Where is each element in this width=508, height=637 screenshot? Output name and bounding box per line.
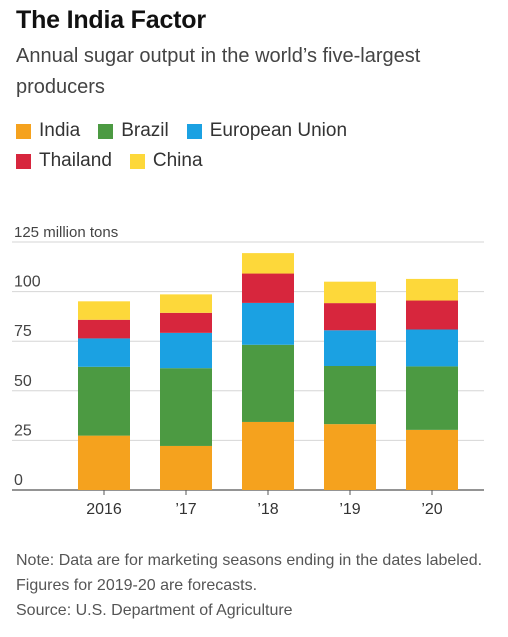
legend-label-brazil: Brazil — [121, 120, 169, 141]
legend-swatch-india — [16, 123, 31, 139]
bar-segment-china — [242, 253, 294, 274]
bar-segment-european-union — [160, 332, 212, 369]
legend-row-2: Thailand China — [16, 146, 496, 176]
y-tick-label: 125 million tons — [14, 224, 118, 241]
bar-segment-india — [78, 435, 130, 490]
bar-segment-brazil — [406, 366, 458, 430]
legend-label-india: India — [39, 120, 81, 141]
legend-item-china: China — [129, 150, 203, 172]
bar-segment-brazil — [242, 344, 294, 422]
bar-segment-thailand — [324, 303, 376, 331]
x-tick-label: ’19 — [339, 501, 360, 518]
legend-swatch-china — [129, 153, 145, 169]
bar-segment-european-union — [78, 338, 130, 367]
bar-segment-india — [242, 421, 294, 490]
legend-item-brazil: Brazil — [98, 120, 169, 142]
bar-segment-china — [160, 294, 212, 313]
legend-label-european-union: European Union — [209, 120, 348, 141]
legend-swatch-european-union — [186, 123, 202, 139]
y-tick-label: 75 — [14, 323, 32, 340]
bar-segment-india — [160, 445, 212, 490]
x-tick-label: ’20 — [421, 501, 442, 518]
bar-segment-china — [406, 278, 458, 301]
bar-segment-china — [324, 281, 376, 304]
bar-segment-brazil — [160, 368, 212, 446]
bar-segment-india — [324, 424, 376, 490]
x-tick-label: 2016 — [86, 501, 122, 518]
legend-item-european-union: European Union — [186, 120, 348, 142]
bar-segment-european-union — [242, 302, 294, 345]
chart-subtitle: Annual sugar output in the world’s five-… — [16, 45, 421, 98]
chart-title: The India Factor — [16, 6, 206, 34]
x-tick-label: ’17 — [175, 501, 196, 518]
legend-item-india: India — [16, 120, 80, 142]
bar-segment-thailand — [78, 319, 130, 339]
bar-segment-european-union — [324, 330, 376, 366]
legend-swatch-thailand — [16, 153, 31, 169]
legend-label-thailand: Thailand — [39, 150, 112, 171]
y-tick-label: 50 — [14, 373, 32, 390]
note-text: Note: Data are for marketing seasons end… — [16, 552, 483, 594]
chart-note: Note: Data are for marketing seasons end… — [16, 548, 496, 623]
stacked-bar-chart: 0 25 50 75 100 125 million tons 2016 ’17 ’18 ’19 ’… — [12, 224, 484, 518]
bar-segment-european-union — [406, 329, 458, 367]
y-tick-label: 100 — [14, 274, 41, 291]
bar-segment-thailand — [242, 273, 294, 303]
bar-segment-china — [78, 301, 130, 320]
x-tick-label: ’18 — [257, 501, 278, 518]
bar-segment-brazil — [78, 366, 130, 436]
legend-label-china: China — [152, 150, 203, 171]
bar-segment-brazil — [324, 366, 376, 425]
legend: India Brazil European Union Thailand Chi… — [16, 116, 496, 176]
bar-segment-thailand — [160, 312, 212, 333]
legend-item-thailand: Thailand — [16, 150, 112, 172]
bar-segment-thailand — [406, 300, 458, 330]
y-tick-label: 25 — [14, 422, 32, 439]
bar-segment-india — [406, 429, 458, 490]
legend-swatch-brazil — [98, 123, 114, 139]
source-text: Source: U.S. Department of Agriculture — [16, 602, 293, 619]
y-tick-label: 0 — [14, 472, 23, 489]
legend-row-1: India Brazil European Union — [16, 116, 496, 146]
